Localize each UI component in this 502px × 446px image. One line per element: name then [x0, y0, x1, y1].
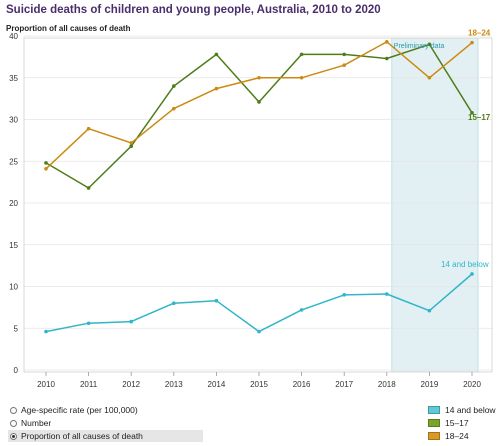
data-point-14-and-below [214, 298, 219, 303]
y-tick-label: 35 [9, 74, 18, 83]
data-point-18-24 [44, 166, 48, 171]
x-tick-label: 2014 [208, 380, 226, 389]
option-number[interactable]: Number [8, 417, 203, 429]
data-point-15-17 [257, 100, 261, 104]
x-tick-label: 2015 [250, 380, 268, 389]
data-point-14-and-below [470, 272, 474, 276]
chart-title: Suicide deaths of children and young peo… [6, 4, 381, 16]
y-axis-label: Proportion of all causes of death [6, 24, 131, 33]
x-tick-label: 2019 [421, 380, 439, 389]
series-end-label-15-17: 15–17 [468, 113, 491, 122]
data-point-15-17 [44, 161, 48, 165]
x-tick-label: 2012 [122, 380, 140, 389]
data-point-14-and-below [129, 319, 133, 324]
x-tick-label: 2017 [335, 380, 353, 389]
x-tick-label: 2018 [378, 380, 396, 389]
line-chart: 0 5 10 15 20 25 30 35 40 2010 2011 2012 2013 2014 2015… [9, 29, 493, 389]
data-point-14-and-below [342, 293, 347, 297]
data-point-18-24 [470, 40, 474, 45]
data-point-14-and-below [44, 329, 48, 334]
option-age-specific-rate[interactable]: Age-specific rate (per 100,000) [8, 404, 203, 416]
plot-frame [23, 37, 493, 373]
chart-legend: 14 and below 15–17 18–24 [428, 404, 496, 443]
y-tick-label: 40 [9, 32, 18, 41]
x-tick-label: 2016 [293, 380, 311, 389]
legend-item-15-17[interactable]: 15–17 [428, 417, 496, 429]
option-proportion[interactable]: Proportion of all causes of death [8, 430, 203, 442]
x-tick-label: 2020 [463, 380, 481, 389]
legend-label: 18–24 [445, 431, 469, 441]
legend-swatch [428, 419, 440, 427]
data-point-15-17 [172, 84, 176, 88]
data-point-18-24 [299, 75, 304, 80]
option-label: Proportion of all causes of death [21, 431, 143, 441]
data-point-14-and-below [299, 308, 304, 312]
x-tick-label: 2011 [80, 380, 98, 389]
y-tick-label: 20 [9, 199, 18, 208]
data-point-14-and-below [257, 329, 261, 334]
preliminary-data-region [391, 38, 478, 372]
x-tick-label: 2013 [165, 380, 183, 389]
data-point-15-17 [427, 42, 432, 47]
y-tick-label: 0 [14, 366, 19, 375]
legend-label: 14 and below [445, 405, 496, 415]
data-point-15-17 [214, 52, 219, 57]
data-point-14-and-below [172, 301, 176, 306]
data-point-18-24 [129, 141, 133, 145]
data-point-14-and-below [427, 308, 432, 313]
y-tick-label: 15 [9, 241, 18, 250]
y-tick-label: 10 [9, 283, 18, 292]
legend-swatch [428, 406, 440, 414]
legend-swatch [428, 432, 440, 440]
measure-selector: Age-specific rate (per 100,000) Number P… [8, 404, 203, 443]
data-point-15-17 [385, 56, 389, 61]
option-label: Number [21, 418, 52, 428]
data-point-15-17 [342, 52, 347, 57]
data-point-18-24 [385, 40, 389, 44]
data-point-18-24 [342, 63, 347, 68]
data-point-18-24 [427, 75, 432, 80]
legend-item-14-and-below[interactable]: 14 and below [428, 404, 496, 416]
data-point-14-and-below [86, 321, 91, 326]
radio-selected-icon[interactable] [10, 432, 17, 440]
data-point-18-24 [86, 126, 91, 131]
option-label: Age-specific rate (per 100,000) [21, 405, 138, 415]
radio-icon[interactable] [10, 419, 17, 427]
y-tick-label: 30 [9, 116, 18, 125]
data-point-14-and-below [385, 292, 389, 296]
radio-icon[interactable] [10, 406, 17, 414]
series-end-label-18-24: 18–24 [468, 29, 491, 38]
data-point-18-24 [214, 86, 219, 91]
series-end-label-14-and-below: 14 and below [441, 260, 489, 269]
legend-item-18-24[interactable]: 18–24 [428, 430, 496, 442]
data-point-15-17 [129, 144, 133, 149]
preliminary-data-label: Preliminary data [394, 43, 445, 50]
y-tick-label: 5 [14, 324, 19, 333]
legend-label: 15–17 [445, 418, 469, 428]
data-point-15-17 [299, 52, 304, 57]
data-point-18-24 [172, 106, 176, 111]
data-point-15-17 [470, 111, 474, 115]
x-tick-label: 2010 [37, 380, 55, 389]
data-point-15-17 [86, 186, 91, 190]
data-point-18-24 [257, 75, 261, 80]
y-tick-label: 25 [9, 157, 18, 166]
